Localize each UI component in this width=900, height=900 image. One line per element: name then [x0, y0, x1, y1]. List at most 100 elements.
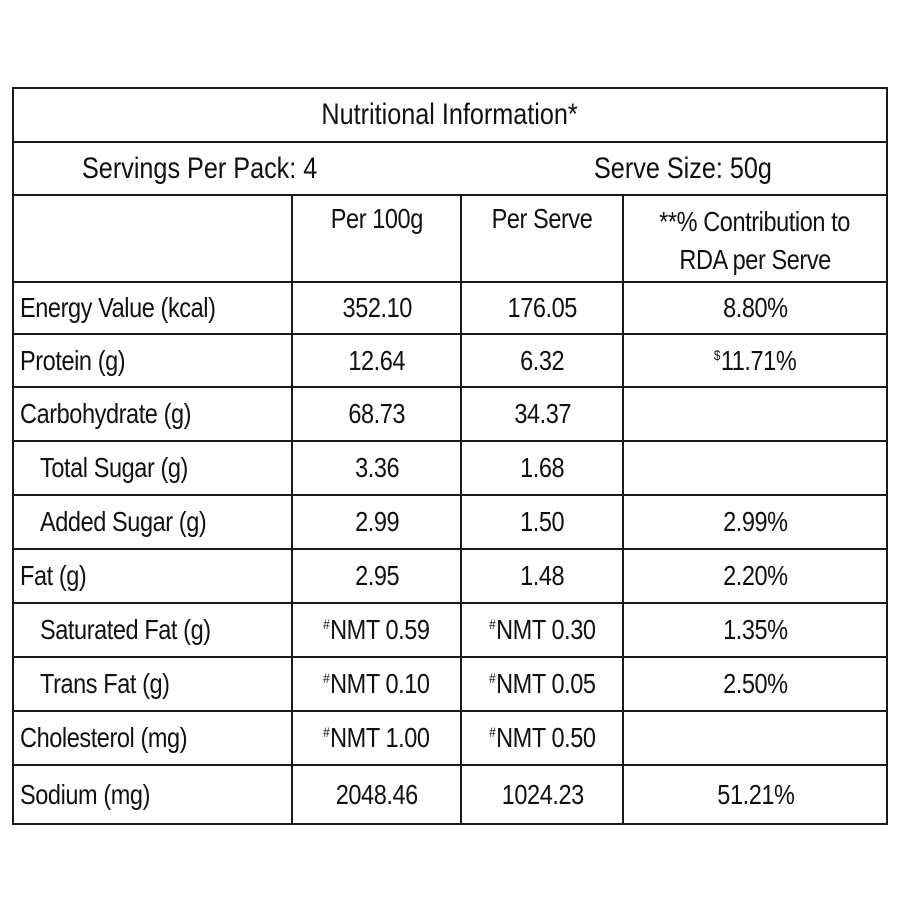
nutrient-label: Added Sugar (g): [40, 506, 207, 537]
nutrition-table: Nutritional Information* Servings Per Pa…: [12, 87, 888, 825]
nutrient-cell: Added Sugar (g): [14, 496, 291, 548]
nutrient-label: Sodium (mg): [20, 778, 151, 810]
table-title: Nutritional Information*: [14, 89, 886, 141]
per-100g-value: 352.10: [342, 292, 412, 323]
rda-cell: 2.20%: [622, 550, 886, 602]
per-100g-value: 2.95: [354, 560, 400, 591]
servings-per-pack: Servings Per Pack: 4: [82, 143, 362, 194]
per-serve-cell: 6.32: [460, 335, 622, 386]
rda-value: 2.50%: [723, 668, 788, 699]
per-100g-value: NMT 0.59: [330, 614, 430, 645]
rda-value: 51.21%: [716, 778, 795, 810]
header-per-serve: Per Serve: [460, 196, 622, 281]
footnote-mark: #: [488, 670, 496, 686]
servings-per-pack-text: Servings Per Pack: 4: [82, 151, 318, 185]
table-row: Trans Fat (g) #NMT 0.10 #NMT 0.05 2.50%: [14, 658, 886, 712]
per-100g-value: 3.36: [354, 452, 400, 483]
per-serve-cell: 1024.23: [460, 766, 622, 823]
per-100g-cell: #NMT 0.10: [291, 658, 460, 710]
rda-cell: 51.21%: [622, 766, 886, 823]
nutrient-label: Saturated Fat (g): [40, 614, 211, 645]
table-row: Added Sugar (g) 2.99 1.50 2.99%: [14, 496, 886, 550]
footnote-mark: #: [488, 724, 496, 740]
nutrient-cell: Carbohydrate (g): [14, 388, 291, 440]
per-serve-value: 1024.23: [501, 778, 584, 810]
servings-row: Servings Per Pack: 4 Serve Size: 50g: [14, 143, 886, 196]
rda-value: 2.20%: [723, 560, 788, 591]
rda-cell: [622, 712, 886, 764]
per-100g-value: 12.64: [348, 344, 406, 376]
per-100g-value: NMT 1.00: [330, 722, 430, 753]
rda-cell: [622, 388, 886, 440]
per-serve-cell: #NMT 0.50: [460, 712, 622, 764]
header-rda-line1: **% Contribution to: [659, 205, 851, 237]
per-100g-cell: #NMT 1.00: [291, 712, 460, 764]
rda-value: 8.80%: [723, 292, 788, 323]
per-serve-value: 1.68: [520, 452, 565, 483]
per-100g-cell: 2048.46: [291, 766, 460, 823]
per-serve-cell: #NMT 0.30: [460, 604, 622, 656]
header-per-100g: Per 100g: [291, 196, 460, 281]
rda-value: 1.35%: [723, 614, 788, 645]
per-serve-value: NMT 0.05: [495, 668, 596, 699]
table-row: Fat (g) 2.95 1.48 2.20%: [14, 550, 886, 604]
per-100g-cell: 68.73: [291, 388, 460, 440]
per-serve-value: 6.32: [520, 344, 565, 376]
per-serve-value: NMT 0.30: [495, 614, 596, 645]
per-100g-value: 2.99: [354, 506, 400, 537]
nutrient-label: Total Sugar (g): [40, 452, 188, 483]
header-per-100g-text: Per 100g: [330, 203, 423, 234]
nutrient-label: Cholesterol (mg): [20, 722, 188, 753]
rda-cell: 2.50%: [622, 658, 886, 710]
nutrient-label: Trans Fat (g): [40, 668, 170, 699]
nutrient-cell: Saturated Fat (g): [14, 604, 291, 656]
rda-value: 2.99%: [723, 506, 788, 537]
title-row: Nutritional Information*: [14, 89, 886, 143]
footnote-mark: $: [713, 346, 721, 363]
nutrient-label: Energy Value (kcal): [20, 292, 216, 323]
per-100g-value: NMT 0.10: [330, 668, 430, 699]
nutrient-label: Carbohydrate (g): [20, 398, 192, 429]
per-serve-cell: 1.68: [460, 442, 622, 494]
per-100g-cell: 2.95: [291, 550, 460, 602]
table-row: Carbohydrate (g) 68.73 34.37: [14, 388, 886, 442]
table-row: Energy Value (kcal) 352.10 176.05 8.80%: [14, 283, 886, 335]
per-100g-value: 2048.46: [335, 778, 419, 810]
per-serve-cell: #NMT 0.05: [460, 658, 622, 710]
table-title-text: Nutritional Information*: [321, 98, 579, 131]
nutrient-cell: Energy Value (kcal): [14, 283, 291, 333]
per-100g-cell: #NMT 0.59: [291, 604, 460, 656]
rda-cell: 8.80%: [622, 283, 886, 333]
rda-cell: $11.71%: [622, 335, 886, 386]
serve-size: Serve Size: 50g: [594, 143, 806, 194]
rda-cell: 1.35%: [622, 604, 886, 656]
nutrient-label: Fat (g): [20, 560, 87, 591]
per-serve-cell: 1.48: [460, 550, 622, 602]
footnote-mark: #: [323, 616, 330, 632]
per-serve-cell: 1.50: [460, 496, 622, 548]
per-100g-cell: 3.36: [291, 442, 460, 494]
table-row: Saturated Fat (g) #NMT 0.59 #NMT 0.30 1.…: [14, 604, 886, 658]
per-serve-value: 176.05: [507, 292, 578, 323]
per-100g-cell: 12.64: [291, 335, 460, 386]
column-header-row: Per 100g Per Serve **% Contribution to R…: [14, 196, 886, 283]
table-row: Total Sugar (g) 3.36 1.68: [14, 442, 886, 496]
footnote-mark: #: [323, 670, 330, 686]
serve-size-text: Serve Size: 50g: [594, 151, 772, 185]
per-serve-cell: 34.37: [460, 388, 622, 440]
nutrient-cell: Cholesterol (mg): [14, 712, 291, 764]
nutrient-label: Protein (g): [20, 344, 126, 376]
per-serve-value: NMT 0.50: [495, 722, 596, 753]
rda-value: 11.71%: [720, 344, 797, 376]
table-row: Cholesterol (mg) #NMT 1.00 #NMT 0.50: [14, 712, 886, 766]
per-100g-cell: 2.99: [291, 496, 460, 548]
per-100g-value: 68.73: [348, 398, 406, 429]
nutrient-cell: Fat (g): [14, 550, 291, 602]
rda-cell: [622, 442, 886, 494]
nutrient-cell: Trans Fat (g): [14, 658, 291, 710]
header-nutrient: [14, 196, 291, 281]
per-100g-cell: 352.10: [291, 283, 460, 333]
per-serve-value: 1.48: [520, 560, 565, 591]
rda-cell: 2.99%: [622, 496, 886, 548]
footnote-mark: #: [488, 616, 496, 632]
